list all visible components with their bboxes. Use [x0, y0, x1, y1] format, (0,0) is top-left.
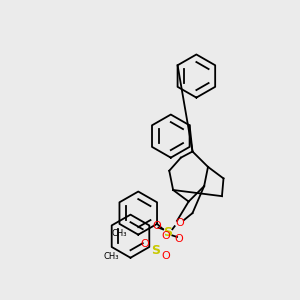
Text: CH₃: CH₃ — [111, 229, 127, 238]
Text: O: O — [175, 218, 184, 228]
Text: O: O — [174, 233, 183, 244]
Text: O: O — [162, 251, 170, 261]
Text: O: O — [161, 231, 170, 241]
Text: CH₃: CH₃ — [103, 252, 119, 261]
Text: O: O — [140, 239, 149, 249]
Text: O: O — [152, 221, 161, 231]
Text: S: S — [163, 226, 172, 239]
Text: S: S — [151, 244, 160, 256]
